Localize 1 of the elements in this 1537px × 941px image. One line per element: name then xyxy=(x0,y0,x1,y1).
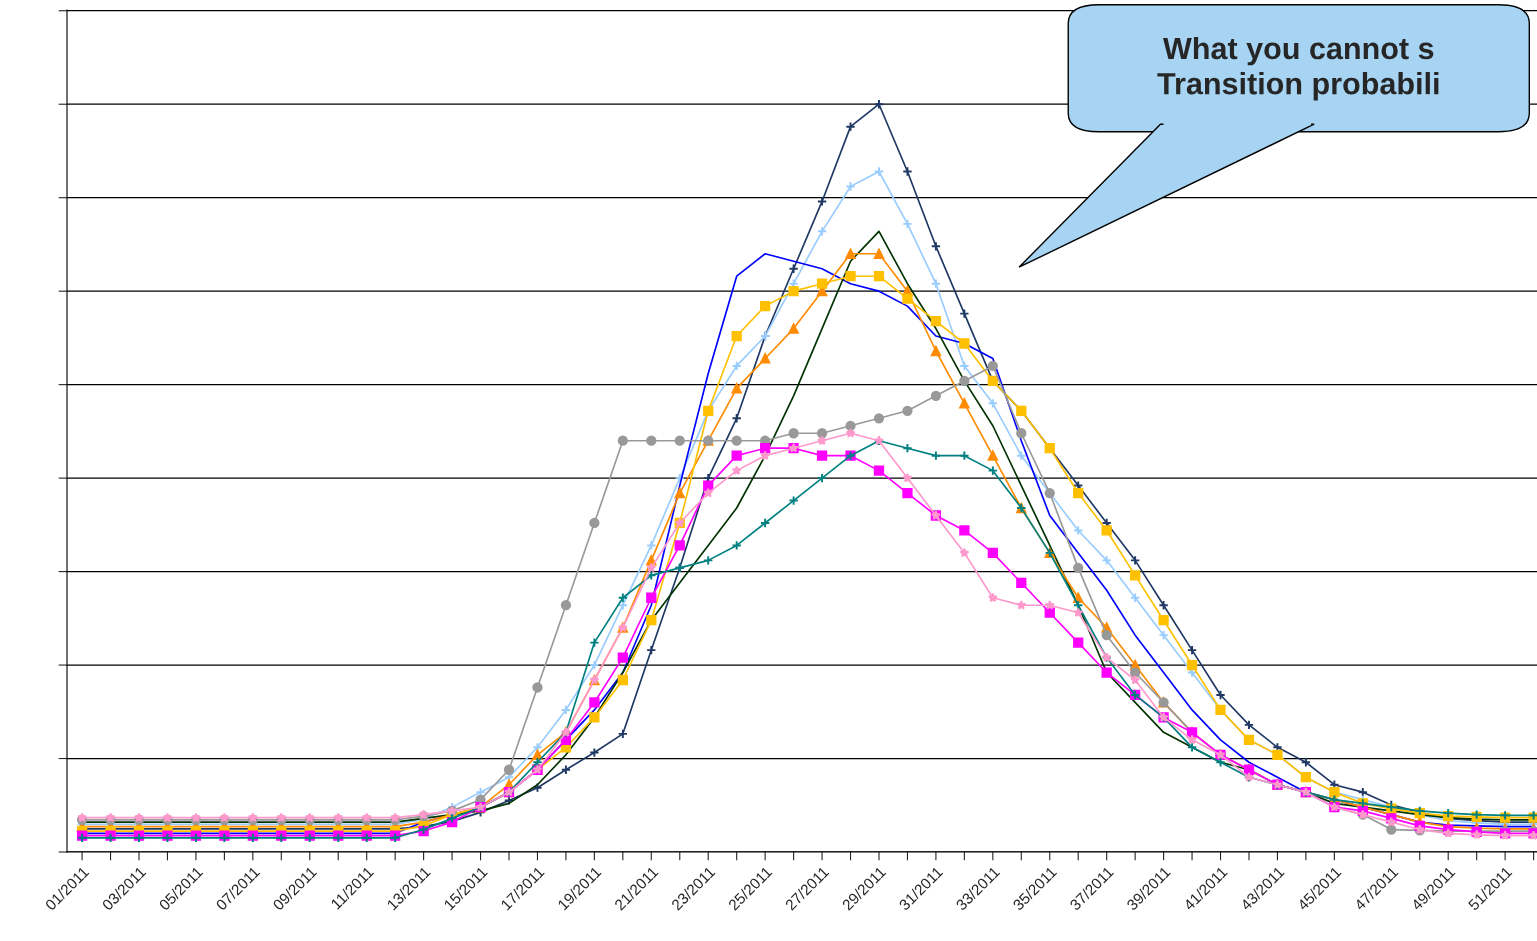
text: What you cannot s Transition probabili xyxy=(1157,36,1439,101)
